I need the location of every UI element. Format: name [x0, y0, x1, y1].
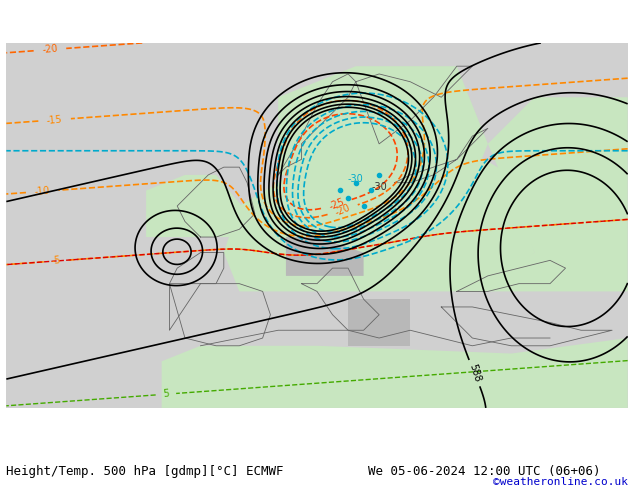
Text: 5: 5 [162, 389, 169, 399]
Text: -25: -25 [327, 196, 346, 212]
Polygon shape [472, 97, 628, 292]
Text: Height/Temp. 500 hPa [gdmp][°C] ECMWF: Height/Temp. 500 hPa [gdmp][°C] ECMWF [6, 465, 284, 478]
Polygon shape [348, 299, 410, 346]
Polygon shape [224, 121, 534, 292]
Polygon shape [162, 338, 628, 408]
Polygon shape [278, 66, 488, 183]
Text: -10: -10 [34, 186, 51, 197]
Text: ©weatheronline.co.uk: ©weatheronline.co.uk [493, 477, 628, 487]
Polygon shape [286, 237, 364, 276]
Text: -20: -20 [333, 202, 352, 218]
Text: -15: -15 [46, 114, 63, 125]
Text: -30: -30 [348, 174, 364, 184]
Polygon shape [146, 175, 255, 237]
Polygon shape [6, 43, 628, 408]
Text: -20: -20 [42, 44, 58, 55]
Text: 588: 588 [467, 363, 482, 384]
Text: -5: -5 [51, 255, 61, 267]
Text: -30: -30 [372, 182, 387, 192]
Text: We 05-06-2024 12:00 UTC (06+06): We 05-06-2024 12:00 UTC (06+06) [368, 465, 600, 478]
